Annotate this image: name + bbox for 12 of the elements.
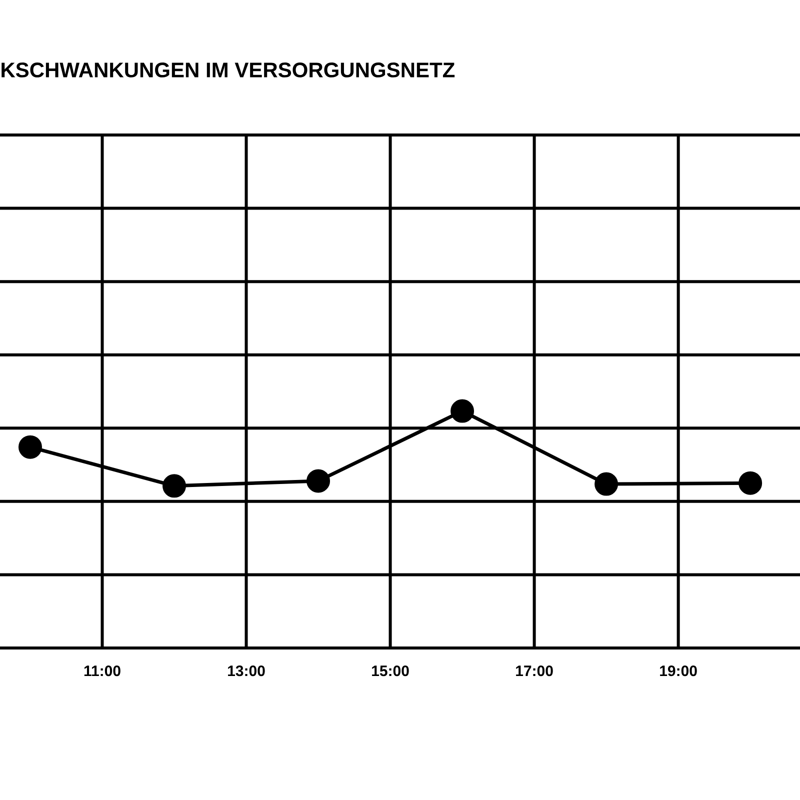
- point: [450, 399, 474, 423]
- chart-title: KSCHWANKUNGEN IM VERSORGUNGSNETZ: [2, 62, 455, 78]
- point: [306, 469, 330, 493]
- x-tick-label: 15:00: [372, 666, 409, 676]
- point: [162, 474, 186, 498]
- x-tick-label: 19:00: [660, 666, 697, 676]
- x-tick-label: 17:00: [516, 666, 553, 676]
- point: [738, 471, 762, 495]
- point: [18, 435, 42, 459]
- x-tick-label: 11:00: [84, 666, 120, 676]
- x-tick-label: 13:00: [228, 666, 265, 676]
- point: [594, 472, 618, 496]
